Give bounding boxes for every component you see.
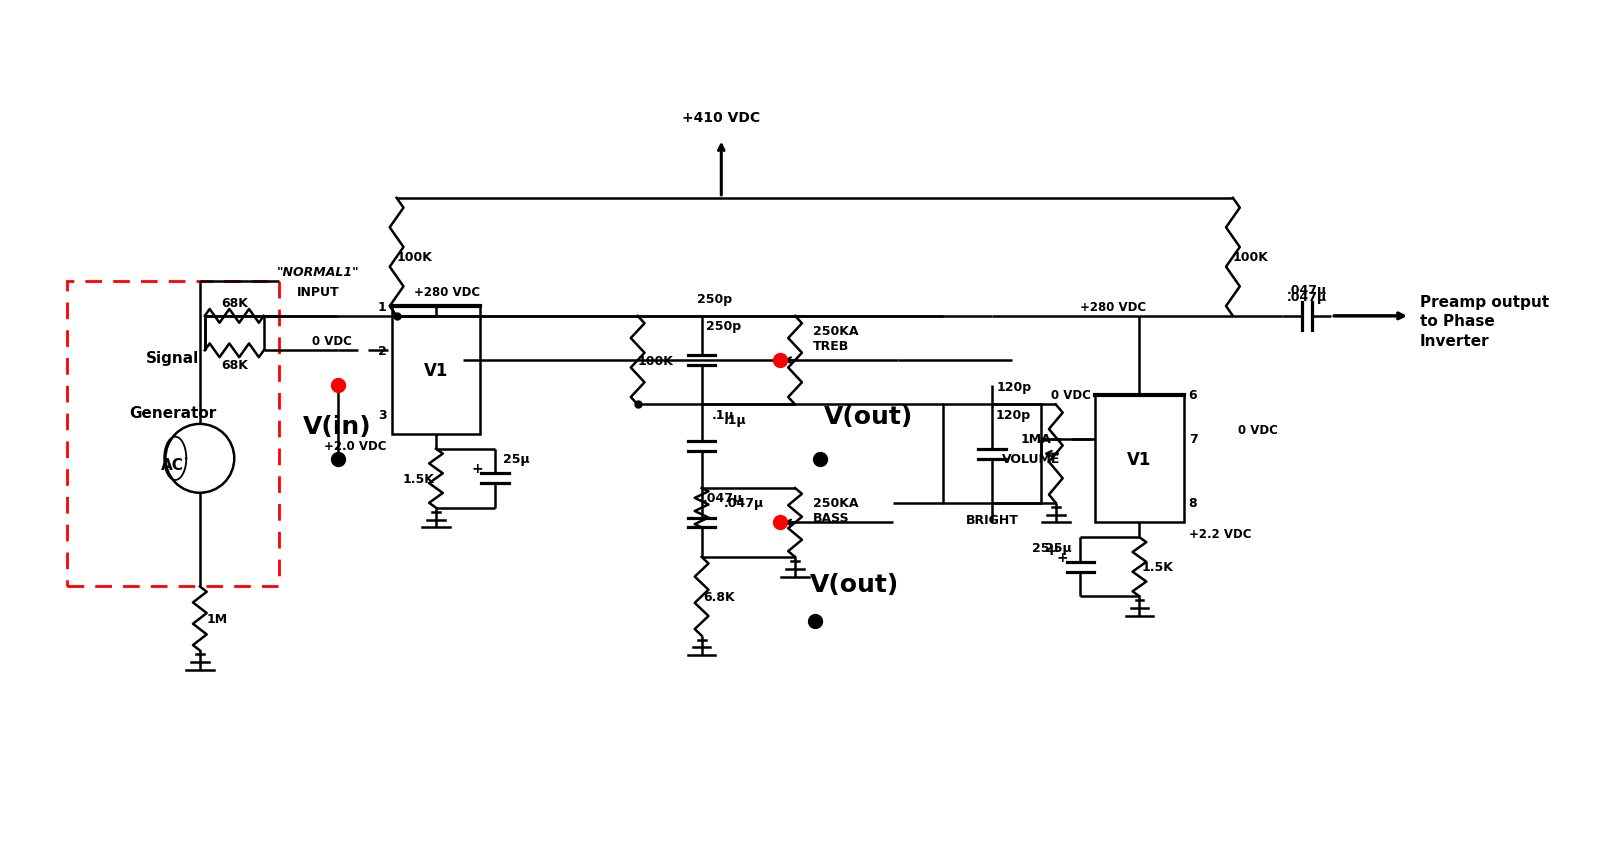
- Text: 25µ: 25µ: [504, 453, 530, 466]
- Text: V1: V1: [1128, 450, 1152, 468]
- Text: BASS: BASS: [813, 511, 850, 524]
- Text: 120p: 120p: [997, 381, 1032, 393]
- Text: .047µ: .047µ: [1286, 284, 1326, 297]
- Text: to Phase: to Phase: [1419, 314, 1494, 329]
- Text: 0 VDC: 0 VDC: [1238, 423, 1278, 436]
- Text: 25µ: 25µ: [1032, 541, 1059, 554]
- Text: 8: 8: [1189, 497, 1197, 510]
- Text: +2.0 VDC: +2.0 VDC: [325, 439, 387, 452]
- Text: .047µ: .047µ: [1286, 290, 1326, 303]
- Text: Inverter: Inverter: [1419, 333, 1490, 349]
- Text: TREB: TREB: [813, 339, 850, 352]
- Text: 100K: 100K: [1232, 251, 1269, 264]
- Text: 0 VDC: 0 VDC: [1051, 388, 1091, 401]
- Text: 1M: 1M: [206, 612, 229, 625]
- Text: +280 VDC: +280 VDC: [414, 286, 480, 299]
- Text: AC: AC: [162, 457, 184, 473]
- Bar: [1094, 395, 1184, 523]
- Text: INPUT: INPUT: [296, 286, 339, 299]
- Text: 250p: 250p: [696, 293, 731, 306]
- Bar: [67, 282, 278, 586]
- Text: 6: 6: [1189, 388, 1197, 401]
- Text: +: +: [1058, 550, 1069, 564]
- Text: +280 VDC: +280 VDC: [1080, 300, 1147, 313]
- Text: 25µ: 25µ: [1045, 541, 1072, 554]
- Text: 1.5K: 1.5K: [1141, 561, 1173, 573]
- Text: .1µ: .1µ: [712, 408, 734, 421]
- Text: BRIGHT: BRIGHT: [965, 513, 1018, 526]
- Text: 250p: 250p: [706, 319, 741, 333]
- Text: 250KA: 250KA: [813, 497, 858, 510]
- Bar: [942, 405, 1042, 503]
- Text: .1µ: .1µ: [723, 413, 746, 426]
- Text: .047µ: .047µ: [702, 492, 744, 505]
- Text: V(in): V(in): [304, 415, 371, 439]
- Text: 68K: 68K: [221, 358, 248, 371]
- Text: 120p: 120p: [995, 408, 1030, 421]
- Text: VOLUME: VOLUME: [1002, 453, 1061, 466]
- Text: +2.2 VDC: +2.2 VDC: [1189, 528, 1251, 541]
- Text: "NORMAL1": "NORMAL1": [277, 266, 360, 279]
- Text: Generator: Generator: [130, 406, 216, 420]
- Text: 0 VDC: 0 VDC: [312, 335, 352, 348]
- Text: Preamp output: Preamp output: [1419, 294, 1549, 309]
- Text: V1: V1: [424, 362, 448, 380]
- Text: 6.8K: 6.8K: [704, 590, 734, 603]
- Text: +: +: [472, 461, 483, 476]
- Text: 68K: 68K: [221, 296, 248, 309]
- Text: 7: 7: [1189, 433, 1197, 446]
- Text: 1MA: 1MA: [1021, 433, 1051, 446]
- Text: 100K: 100K: [397, 251, 432, 264]
- Text: 2: 2: [378, 344, 387, 357]
- Text: +410 VDC: +410 VDC: [682, 111, 760, 125]
- Text: 250KA: 250KA: [813, 325, 858, 338]
- Text: 100K: 100K: [637, 354, 674, 368]
- Text: Signal: Signal: [146, 350, 200, 366]
- Bar: [392, 307, 480, 435]
- Text: 1.5K: 1.5K: [402, 472, 434, 485]
- Text: 3: 3: [378, 408, 387, 421]
- Text: V(out): V(out): [810, 572, 899, 596]
- Text: 1: 1: [378, 300, 387, 313]
- Text: V(out): V(out): [824, 405, 914, 429]
- Text: .047µ: .047µ: [723, 497, 763, 510]
